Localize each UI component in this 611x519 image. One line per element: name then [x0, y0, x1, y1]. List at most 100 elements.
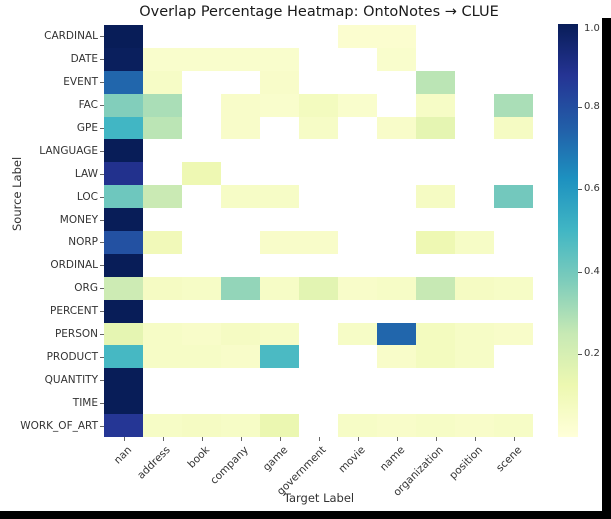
heatmap-cell: [182, 93, 221, 117]
heatmap-cell: [416, 208, 455, 231]
heatmap-cell: [299, 208, 338, 231]
heatmap-cell: [416, 231, 455, 254]
heatmap-cell: [455, 208, 494, 231]
heatmap-cell: [182, 162, 221, 186]
y-axis-tick: [100, 379, 104, 381]
heatmap-cell: [455, 276, 494, 300]
heatmap-cell: [299, 414, 338, 437]
heatmap-cell: [338, 231, 377, 254]
heatmap-cell: [104, 276, 143, 300]
y-tick-label: NORP: [68, 236, 98, 249]
heatmap-cell: [455, 391, 494, 415]
heatmap-cell: [377, 322, 416, 346]
heatmap-cell: [494, 70, 533, 94]
heatmap-cell: [377, 116, 416, 140]
heatmap-cell: [143, 299, 182, 323]
x-tick-label: scene: [493, 444, 524, 475]
heatmap-cell: [221, 162, 260, 186]
heatmap-cell: [143, 208, 182, 231]
heatmap-cell: [221, 208, 260, 231]
heatmap-cell: [338, 25, 377, 48]
heatmap-cell: [455, 162, 494, 186]
heatmap-cell: [494, 276, 533, 300]
heatmap-cell: [299, 93, 338, 117]
y-axis-tick: [100, 265, 104, 267]
heatmap-cell: [455, 70, 494, 94]
heatmap-cell: [182, 368, 221, 392]
x-tick-label: name: [377, 444, 407, 474]
heatmap-cell: [182, 276, 221, 300]
y-tick-label: PERCENT: [50, 305, 98, 318]
heatmap-cell: [143, 414, 182, 437]
y-tick-label: QUANTITY: [44, 373, 98, 386]
x-axis-tick: [435, 437, 437, 441]
heatmap-cell: [299, 231, 338, 254]
heatmap-cell: [377, 253, 416, 277]
colorbar-tick-mark: [578, 354, 582, 356]
heatmap-cell: [104, 299, 143, 323]
heatmap-cell: [299, 299, 338, 323]
heatmap-cell: [104, 139, 143, 163]
y-axis-tick: [100, 36, 104, 38]
heatmap-cell: [260, 139, 299, 163]
heatmap-cell: [416, 25, 455, 48]
heatmap-cell: [377, 276, 416, 300]
y-axis-tick: [100, 128, 104, 129]
y-axis-tick: [100, 196, 104, 198]
heatmap-cell: [182, 345, 221, 369]
heatmap-cell: [299, 368, 338, 392]
heatmap-cell: [416, 253, 455, 277]
heatmap-cell: [494, 231, 533, 254]
heatmap-cell: [221, 345, 260, 369]
x-axis-tick: [240, 437, 242, 441]
heatmap-cell: [143, 162, 182, 186]
heatmap-cell: [377, 185, 416, 209]
heatmap-cell: [494, 25, 533, 48]
screenshot-border-right: [602, 18, 611, 519]
heatmap-cell: [182, 391, 221, 415]
heatmap-cell: [182, 185, 221, 209]
y-axis-tick: [100, 82, 104, 84]
heatmap-cell: [494, 93, 533, 117]
heatmap-cell: [104, 162, 143, 186]
heatmap-cell: [494, 47, 533, 71]
heatmap-cell: [143, 93, 182, 117]
y-tick-label: DATE: [70, 53, 98, 66]
heatmap-cell: [299, 322, 338, 346]
y-tick-label: GPE: [76, 122, 98, 134]
heatmap-cell: [104, 368, 143, 392]
heatmap-cell: [494, 299, 533, 323]
heatmap-cell: [260, 116, 299, 140]
y-axis-tick: [100, 311, 104, 313]
heatmap-cell: [221, 93, 260, 117]
heatmap-cell: [338, 116, 377, 140]
heatmap-cell: [338, 93, 377, 117]
y-axis-tick: [100, 288, 104, 290]
heatmap-cell: [377, 208, 416, 231]
heatmap-cell: [416, 276, 455, 300]
y-tick-label: LANGUAGE: [39, 144, 98, 157]
colorbar-tick-mark: [578, 106, 582, 108]
heatmap-cell: [104, 208, 143, 231]
heatmap-cell: [494, 253, 533, 277]
heatmap-cell: [221, 231, 260, 254]
heatmap-cell: [260, 25, 299, 48]
heatmap-cell: [143, 322, 182, 346]
heatmap-cell: [221, 368, 260, 392]
heatmap-cell: [260, 208, 299, 231]
heatmap-cell: [143, 391, 182, 415]
heatmap-cell: [299, 25, 338, 48]
heatmap-cell: [494, 368, 533, 392]
heatmap-cell: [143, 276, 182, 300]
heatmap-cell: [260, 322, 299, 346]
heatmap-cell: [377, 391, 416, 415]
heatmap-cell: [182, 208, 221, 231]
heatmap-cell: [377, 368, 416, 392]
y-axis-tick: [100, 402, 104, 404]
y-tick-label: PRODUCT: [46, 350, 98, 363]
y-axis-tick: [100, 173, 104, 175]
heatmap-cell: [221, 25, 260, 48]
heatmap-cell: [455, 47, 494, 71]
heatmap-cell: [416, 322, 455, 346]
